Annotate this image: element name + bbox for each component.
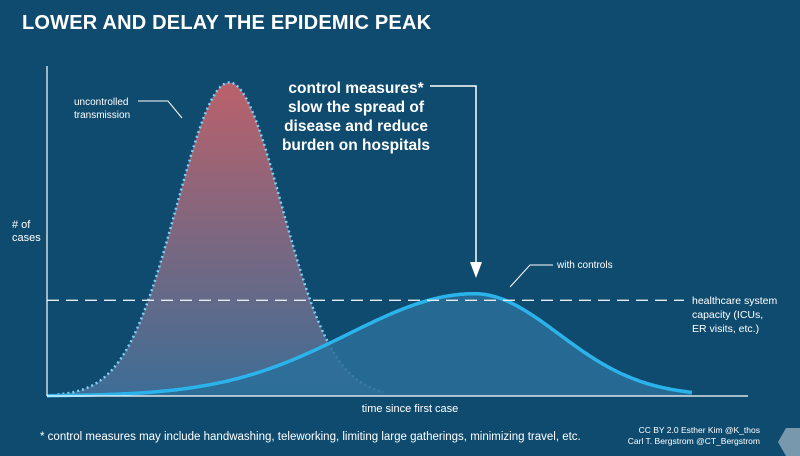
credits: CC BY 2.0 Esther Kim @K_thos Carl T. Ber… [600,425,760,447]
controlled-curve [47,291,693,398]
control-measures-line3: disease and reduce [284,118,428,135]
uncontrolled-area [57,82,384,396]
controlled-area [47,293,692,396]
control-measures-line1: control measures* [288,80,424,97]
y-axis-label-line2: cases [12,232,41,244]
control-measures-arrow [430,85,477,266]
control-measures-line4: burden on hospitals [282,137,430,154]
chart-title: LOWER AND DELAY THE EPIDEMIC PEAK [22,12,432,34]
capacity-label-line3: ER visits, etc.) [692,323,759,335]
with-controls-leader [509,264,553,288]
credit-line-1: CC BY 2.0 Esther Kim @K_thos [638,425,760,435]
capacity-label-line2: capacity (ICUs, [692,309,763,321]
capacity-label-line1: healthcare system [692,295,777,307]
corner-logo-icon [778,428,800,456]
credit-line-2: Carl T. Bergstrom @CT_Bergstrom [627,436,760,446]
footnote: * control measures may include handwashi… [40,431,581,443]
control-measures-arrowhead [470,262,482,278]
with-controls-label: with controls [556,260,613,271]
uncontrolled-label-line1: uncontrolled [74,97,128,108]
control-measures-line2: slow the spread of [288,99,425,116]
uncontrolled-leader [138,100,183,119]
uncontrolled-label-line2: transmission [74,110,130,121]
y-axis-label-line1: # of [12,219,31,231]
x-axis-label: time since first case [362,403,459,415]
